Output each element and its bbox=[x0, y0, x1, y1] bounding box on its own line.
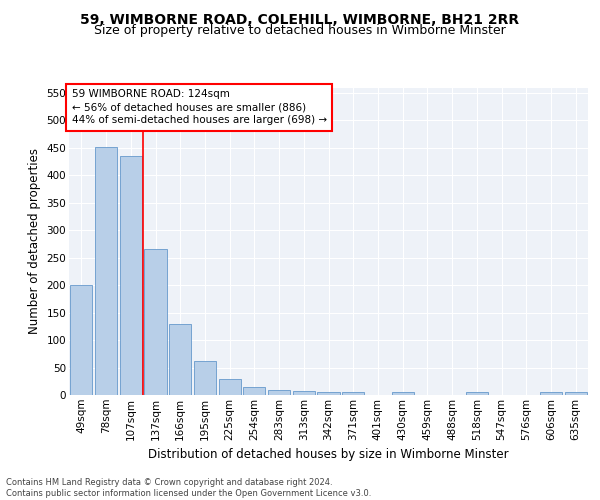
Text: Size of property relative to detached houses in Wimborne Minster: Size of property relative to detached ho… bbox=[94, 24, 506, 37]
Text: Contains HM Land Registry data © Crown copyright and database right 2024.
Contai: Contains HM Land Registry data © Crown c… bbox=[6, 478, 371, 498]
Bar bbox=[70, 285, 92, 395]
Bar bbox=[169, 324, 191, 395]
Bar bbox=[293, 391, 315, 395]
Bar bbox=[540, 392, 562, 395]
Bar bbox=[218, 378, 241, 395]
Bar bbox=[145, 250, 167, 395]
Text: 59, WIMBORNE ROAD, COLEHILL, WIMBORNE, BH21 2RR: 59, WIMBORNE ROAD, COLEHILL, WIMBORNE, B… bbox=[80, 12, 520, 26]
Bar bbox=[466, 392, 488, 395]
Bar bbox=[317, 392, 340, 395]
Y-axis label: Number of detached properties: Number of detached properties bbox=[28, 148, 41, 334]
Bar bbox=[194, 361, 216, 395]
Bar bbox=[119, 156, 142, 395]
Bar bbox=[243, 387, 265, 395]
Bar bbox=[342, 392, 364, 395]
X-axis label: Distribution of detached houses by size in Wimborne Minster: Distribution of detached houses by size … bbox=[148, 448, 509, 461]
Text: 59 WIMBORNE ROAD: 124sqm
← 56% of detached houses are smaller (886)
44% of semi-: 59 WIMBORNE ROAD: 124sqm ← 56% of detach… bbox=[71, 89, 327, 126]
Bar bbox=[565, 392, 587, 395]
Bar bbox=[268, 390, 290, 395]
Bar bbox=[95, 147, 117, 395]
Bar bbox=[392, 392, 414, 395]
